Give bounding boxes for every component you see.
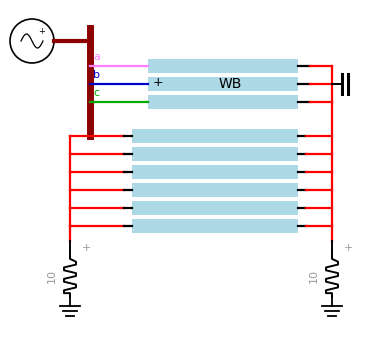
Text: 10: 10: [309, 269, 319, 283]
Bar: [148, 95, 298, 109]
Bar: [148, 59, 298, 73]
Bar: [132, 183, 298, 197]
Text: a: a: [93, 52, 100, 62]
Text: c: c: [93, 88, 99, 98]
Bar: [132, 147, 298, 161]
Bar: [132, 129, 298, 143]
Text: 10: 10: [47, 269, 57, 283]
Text: WB: WB: [218, 77, 242, 91]
Text: +: +: [82, 243, 92, 253]
Text: b: b: [93, 70, 100, 80]
Text: +: +: [344, 243, 354, 253]
Bar: [132, 165, 298, 179]
Text: +: +: [153, 76, 163, 90]
Bar: [132, 201, 298, 215]
Bar: [148, 77, 298, 91]
Bar: [132, 219, 298, 233]
Text: +: +: [39, 27, 46, 36]
